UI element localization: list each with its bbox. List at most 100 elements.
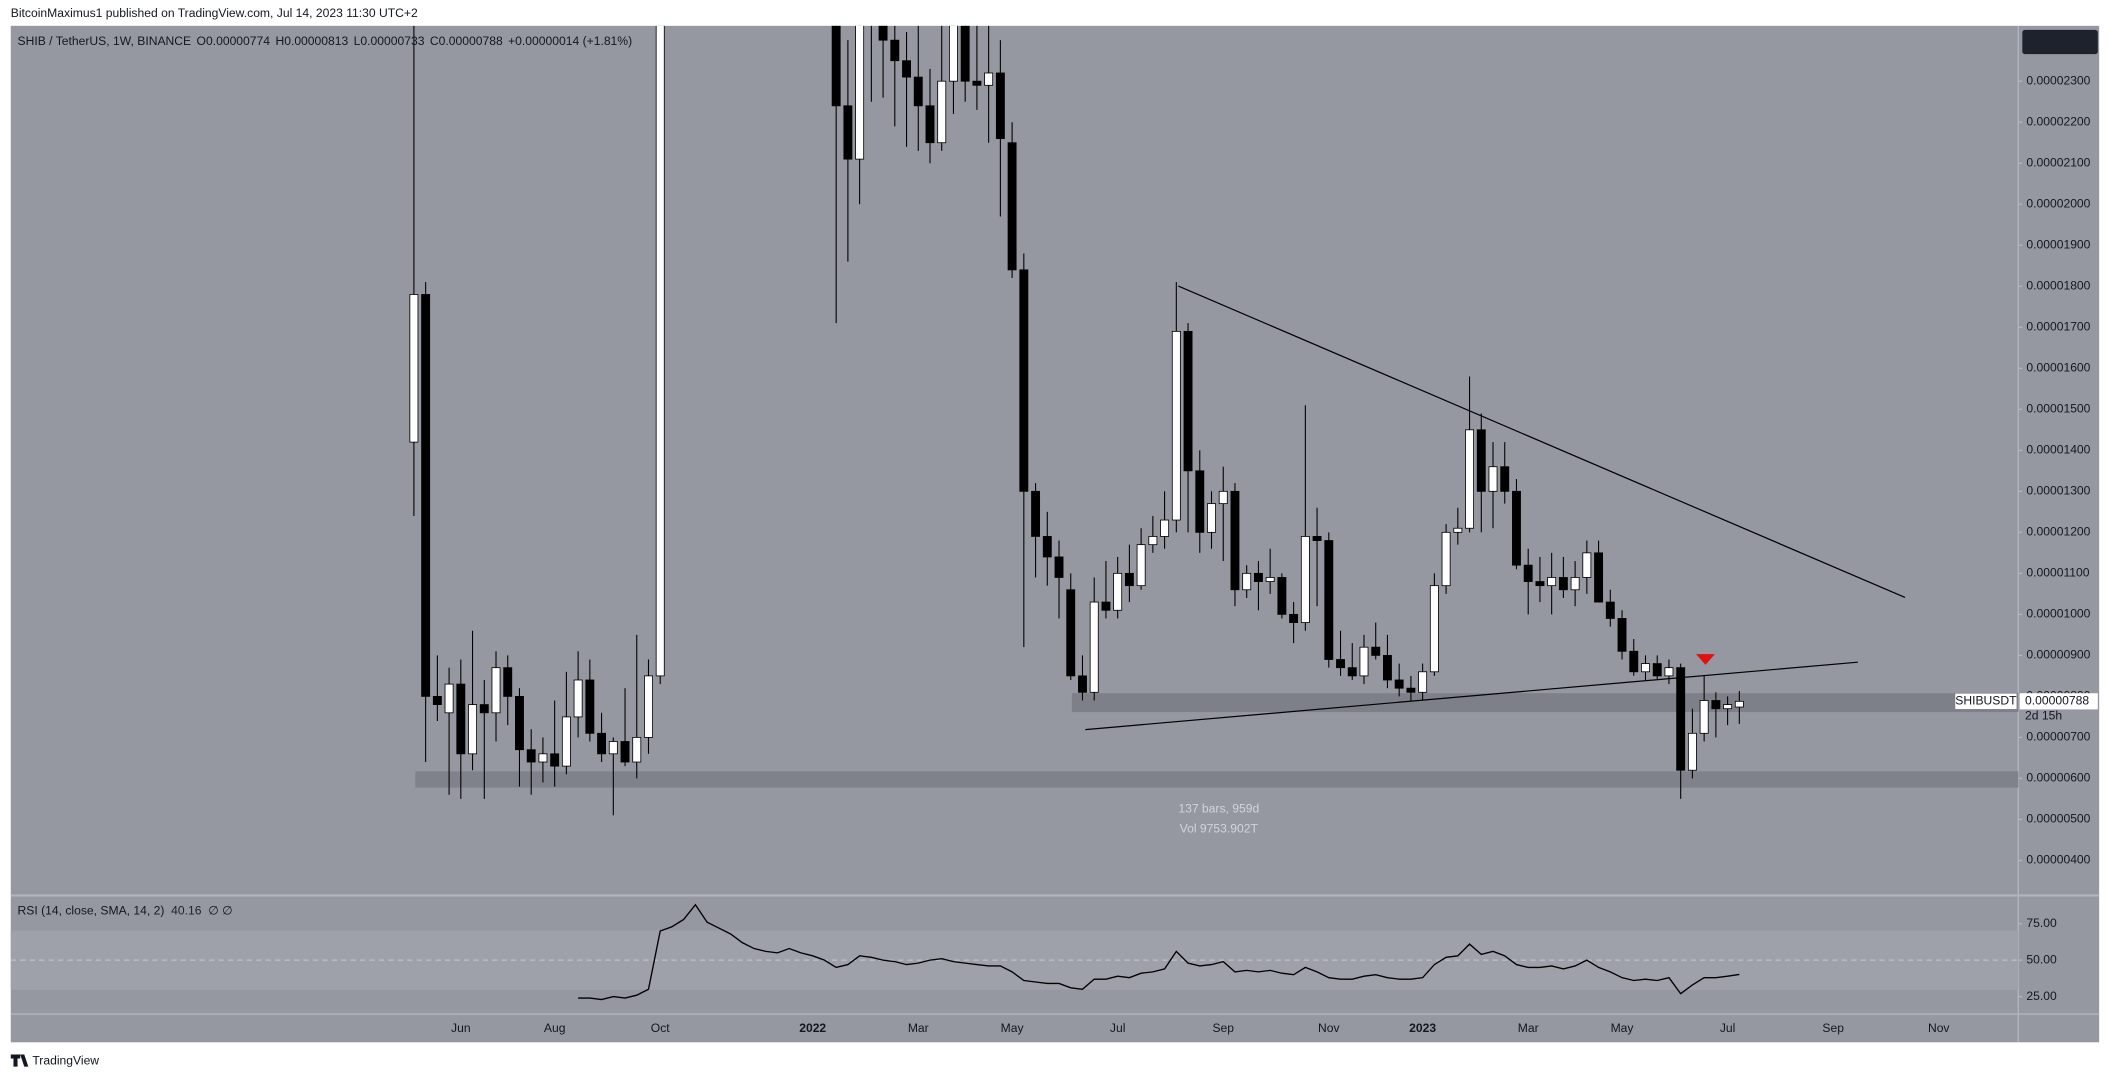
measure-volume: Vol 9753.902T <box>1180 822 1259 836</box>
y-tick-label: 50.00 <box>2026 952 2057 966</box>
candle-body <box>1429 585 1439 673</box>
candle-body <box>913 76 923 107</box>
rsi-na: ∅ ∅ <box>208 904 233 918</box>
candle-body <box>432 695 442 706</box>
candle-body <box>1605 601 1615 619</box>
x-tick-label: Nov <box>1318 1021 1340 1035</box>
legend-label: C <box>430 34 439 48</box>
candle-body <box>1089 601 1099 693</box>
candle-body <box>1324 540 1334 660</box>
candle-body <box>515 695 524 751</box>
candle-body <box>1359 646 1369 677</box>
y-tick-label: 0.00001100 <box>2026 566 2089 580</box>
candle-body <box>573 679 583 718</box>
legend-label: H <box>275 34 284 48</box>
legend-label: O <box>197 34 206 48</box>
candle-body <box>421 294 431 697</box>
candle-body <box>1476 429 1486 492</box>
support-zone <box>415 771 2019 788</box>
candle-body <box>960 25 970 82</box>
candle-body <box>1066 589 1076 677</box>
y-tick-label: 0.00001500 <box>2026 402 2090 416</box>
y-tick-label: 0.00001800 <box>2026 278 2090 292</box>
candle-body <box>1641 663 1650 673</box>
x-tick-label: Oct <box>651 1021 670 1035</box>
candle-body <box>550 753 560 767</box>
candle-body <box>1382 654 1392 681</box>
y-tick-label: 0.00000500 <box>2026 812 2090 826</box>
candle-body <box>1054 556 1064 578</box>
candle-body <box>409 294 419 443</box>
x-tick-label: 2023 <box>1409 1021 1436 1035</box>
candle-body <box>1465 429 1475 529</box>
candle-body <box>1617 618 1627 652</box>
candle-body <box>1500 466 1510 492</box>
last-price: 0.00000788 <box>2025 694 2089 708</box>
candle-body <box>1124 572 1134 587</box>
candle-body <box>1676 667 1686 771</box>
candle-body <box>1687 732 1697 771</box>
toolbar-button[interactable] <box>2022 29 2098 55</box>
candle-body <box>1582 552 1592 578</box>
rsi-legend: RSI (14, close, SMA, 14, 2) 40.16 ∅ ∅ <box>18 904 233 918</box>
candle-body <box>1160 519 1170 537</box>
resistance-zone <box>1071 693 2019 713</box>
candle-body <box>444 683 454 714</box>
y-tick-label: 0.00001900 <box>2026 237 2090 251</box>
candle-body <box>1594 552 1604 603</box>
x-tick-label: Nov <box>1928 1021 1950 1035</box>
candle-body <box>1042 536 1052 558</box>
candle-body <box>855 25 865 160</box>
x-tick-label: Jun <box>451 1021 471 1035</box>
symbol-tag <box>1954 692 2018 710</box>
candle-body <box>1136 544 1146 587</box>
symbol-tag-label: SHIBUSDT <box>1955 694 2017 708</box>
rsi-value: 40.16 <box>171 904 202 918</box>
countdown: 2d 15h <box>2025 708 2062 722</box>
candle-body <box>1078 675 1087 693</box>
candle-body <box>1300 536 1310 623</box>
candle-body <box>503 667 513 697</box>
candle-body <box>878 25 888 41</box>
candle-body <box>585 679 595 734</box>
candle-body <box>902 60 911 78</box>
candle-body <box>1148 536 1158 546</box>
candle-body <box>1629 650 1639 673</box>
legend-value: 0.00000813 <box>284 34 348 48</box>
candle-body <box>1547 577 1557 587</box>
candle-body <box>1347 667 1357 677</box>
candle-body <box>1218 490 1228 505</box>
legend-title: SHIB / TetherUS, 1W, BINANCE <box>18 34 192 48</box>
candle-body <box>1418 671 1428 693</box>
legend-value: 0.00000774 <box>206 34 270 48</box>
rsi-pane <box>578 903 1740 1001</box>
candle-body <box>1371 646 1381 656</box>
legend-label: L <box>354 34 361 48</box>
candle-body <box>995 72 1005 140</box>
y-tick-label: 0.00001300 <box>2026 484 2090 498</box>
candle-body <box>925 105 935 144</box>
candle-body <box>1711 700 1721 710</box>
y-tick-label: 0.00001400 <box>2026 443 2090 457</box>
rsi-line <box>578 903 1740 1001</box>
candle-body <box>1535 581 1545 587</box>
candle-body <box>620 741 630 763</box>
x-tick-label: Jul <box>1110 1021 1126 1035</box>
candle-body <box>984 72 994 86</box>
y-tick-label: 0.00000900 <box>2026 648 2090 662</box>
x-tick-label: Aug <box>544 1021 566 1035</box>
y-tick-label: 0.00001700 <box>2026 319 2090 333</box>
candle-body <box>1699 700 1709 734</box>
candle-body <box>1453 527 1463 533</box>
candle-body <box>1312 536 1322 541</box>
x-tick-label: 2022 <box>799 1021 826 1035</box>
candle-body <box>1171 330 1181 521</box>
symbol-legend: SHIB / TetherUS, 1W, BINANCE O0.00000774 H… <box>18 34 633 48</box>
y-tick-label: 0.00002100 <box>2026 155 2090 169</box>
candle-body <box>1441 531 1451 587</box>
candle-body <box>1031 490 1041 537</box>
candle-body <box>1113 572 1123 611</box>
candle-body <box>1019 269 1029 492</box>
candle-body <box>1652 663 1662 677</box>
